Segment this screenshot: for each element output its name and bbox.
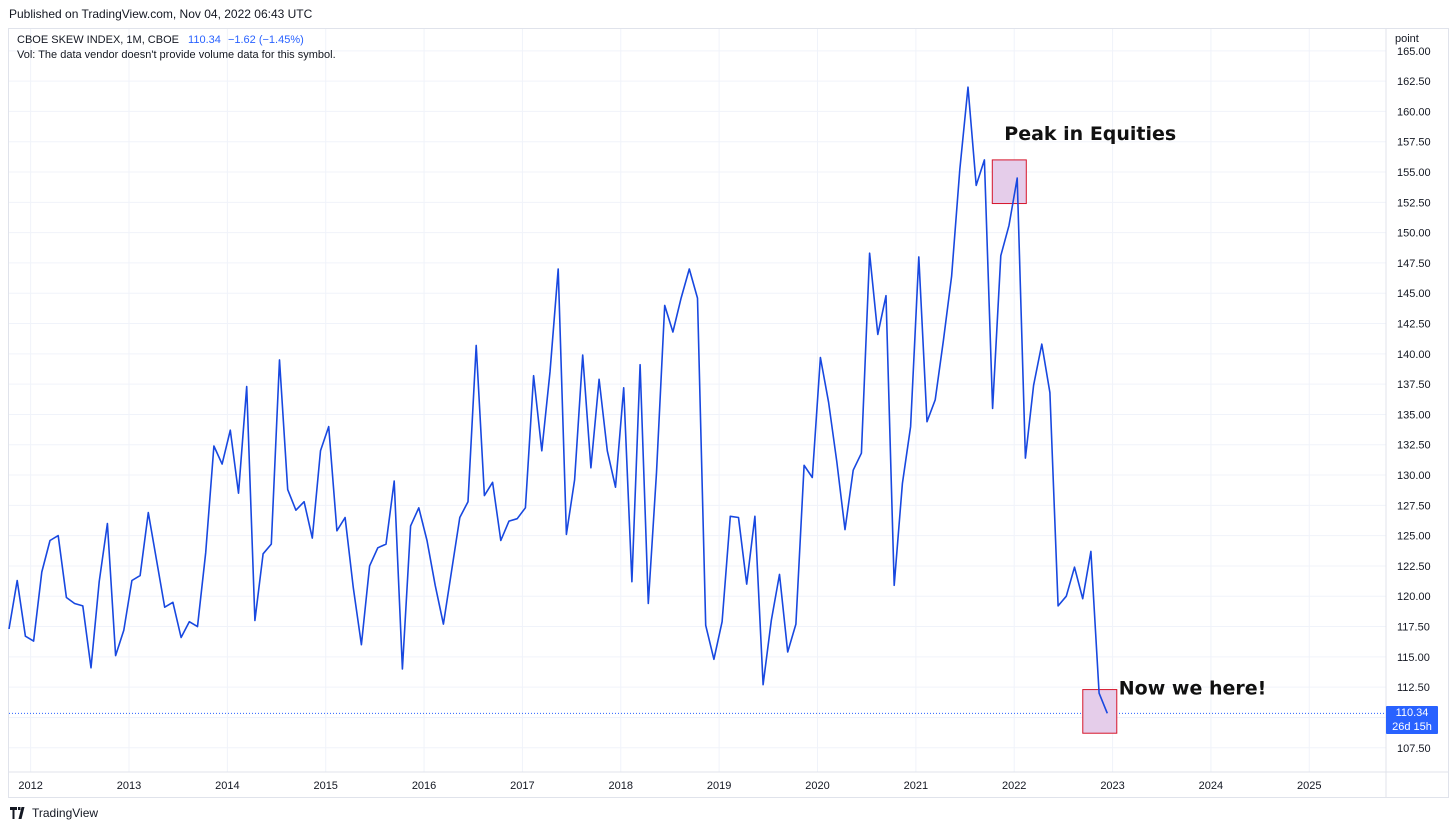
y-tick-label: 112.50 <box>1397 682 1430 694</box>
legend-price: 110.34 <box>188 34 221 46</box>
y-tick-label: 120.00 <box>1397 591 1431 603</box>
y-tick-label: 135.00 <box>1397 409 1431 421</box>
y-tick-label: 127.50 <box>1397 500 1431 512</box>
annotation-label: Peak in Equities <box>1004 123 1176 145</box>
y-tick-label: 117.50 <box>1397 622 1430 634</box>
x-tick-label: 2025 <box>1297 780 1321 792</box>
y-tick-label: 155.00 <box>1397 167 1431 179</box>
y-tick-label: 130.00 <box>1397 470 1431 482</box>
bar-countdown: 26d 15h <box>1392 721 1432 734</box>
x-tick-label: 2020 <box>805 780 829 792</box>
symbol-legend[interactable]: CBOE SKEW INDEX, 1M, CBOE 110.34 −1.62 (… <box>17 33 304 48</box>
last-price-tag: 110.34 26d 15h <box>1386 706 1438 735</box>
y-tick-label: 152.50 <box>1397 197 1431 209</box>
published-timestamp: Published on TradingView.com, Nov 04, 20… <box>9 7 313 21</box>
footer-brand[interactable]: TradingView <box>10 806 98 820</box>
x-tick-label: 2022 <box>1002 780 1026 792</box>
y-tick-label: 125.00 <box>1397 531 1431 543</box>
legend-change: −1.62 (−1.45%) <box>227 34 304 46</box>
symbol-name: CBOE SKEW INDEX, 1M, CBOE <box>17 34 179 46</box>
x-tick-label: 2016 <box>412 780 436 792</box>
x-tick-label: 2023 <box>1100 780 1124 792</box>
footer-brand-label: TradingView <box>32 806 99 820</box>
y-tick-label: 122.50 <box>1397 561 1431 573</box>
x-tick-label: 2018 <box>609 780 633 792</box>
x-tick-label: 2013 <box>117 780 141 792</box>
annotation-box <box>991 159 1027 205</box>
x-tick-label: 2019 <box>707 780 731 792</box>
y-tick-label: 165.00 <box>1397 46 1431 58</box>
y-tick-label: 147.50 <box>1397 258 1431 270</box>
series-line <box>8 86 1109 714</box>
y-tick-label: 137.50 <box>1397 379 1431 391</box>
x-tick-label: 2015 <box>313 780 337 792</box>
annotation-label: Now we here! <box>1119 678 1267 700</box>
x-tick-label: 2024 <box>1199 780 1223 792</box>
y-axis-unit-label: point <box>1395 33 1419 45</box>
y-tick-label: 150.00 <box>1397 228 1431 240</box>
y-tick-label: 107.50 <box>1397 743 1431 755</box>
y-tick-label: 115.00 <box>1397 652 1430 664</box>
chart-frame[interactable] <box>8 28 1449 798</box>
x-axis: 2012 2013 2014 2015 2016 2017 2018 2019 2020 2021… <box>18 780 1321 792</box>
x-tick-label: 2017 <box>510 780 534 792</box>
y-tick-label: 142.50 <box>1397 319 1431 331</box>
y-tick-label: 140.00 <box>1397 349 1431 361</box>
annotation-boxes <box>991 159 1118 734</box>
last-price-value: 110.34 <box>1395 707 1429 720</box>
y-axis: 165.00 162.50 160.00 157.50 155.00 152.50 150.… <box>1397 46 1431 755</box>
tradingview-logo-icon <box>10 807 25 819</box>
annotation-labels: Peak in Equities Now we here! <box>1004 123 1266 700</box>
y-tick-label: 157.50 <box>1397 137 1431 149</box>
y-tick-label: 160.00 <box>1397 106 1431 118</box>
y-tick-label: 132.50 <box>1397 440 1431 452</box>
x-tick-label: 2021 <box>904 780 928 792</box>
y-tick-label: 145.00 <box>1397 288 1431 300</box>
x-tick-label: 2014 <box>215 780 239 792</box>
volume-note: Vol: The data vendor doesn't provide vol… <box>17 49 336 61</box>
x-tick-label: 2012 <box>18 780 42 792</box>
y-tick-label: 162.50 <box>1397 76 1431 88</box>
